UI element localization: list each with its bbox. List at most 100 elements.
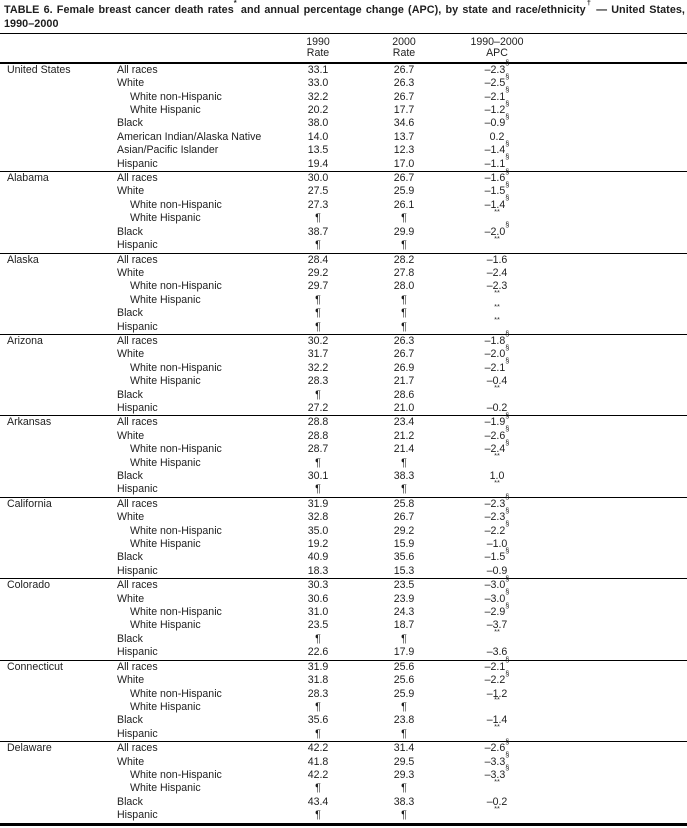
rate-2000-cell: 29.5 — [393, 755, 415, 768]
rate-1990-cell: 38.0 — [307, 117, 329, 130]
state-cell — [0, 796, 110, 809]
table-row: White non-Hispanic 27.3 26.1 –1.4§ — [0, 194, 687, 212]
rate-2000-cell: 24.3 — [393, 606, 415, 619]
apc-cell: –2.3§ — [484, 492, 510, 510]
rate-2000-cell: 21.0 — [393, 401, 415, 414]
state-cell — [0, 633, 110, 646]
rate-2000-cell: 26.7 — [393, 348, 415, 361]
footnote-mark: § — [505, 750, 510, 759]
state-cell — [0, 104, 110, 117]
rate-1990-cell: 23.5 — [307, 619, 329, 632]
state-cell — [0, 646, 110, 660]
filler-cell — [550, 565, 687, 579]
header-spacer — [550, 34, 687, 49]
filler-cell — [550, 280, 687, 293]
table-row: Arkansas All races 28.8 23.4 –1.9§ — [0, 412, 687, 430]
table-row: White non-Hispanic 42.2 29.3 –3.3§ — [0, 764, 687, 782]
filler-cell — [550, 348, 687, 361]
state-section-alabama: Alabama All races 30.0 26.7 –1.6§ White 27.5 25… — [0, 167, 687, 253]
rate-2000-cell: 21.2 — [393, 429, 415, 442]
footnote-mark: § — [505, 763, 510, 773]
rate-1990-cell: ¶ — [315, 632, 321, 645]
state-cell — [0, 239, 110, 253]
filler-cell — [550, 226, 687, 239]
state-cell — [0, 809, 110, 824]
apc-cell: ** — [444, 804, 550, 824]
state-section-colorado: Colorado All races 30.3 23.5 –3.0§ White 30.6 2… — [0, 575, 687, 660]
apc-cell: –1.5§ — [484, 179, 510, 198]
state-cell — [0, 77, 110, 90]
rate-1990-cell: ¶ — [315, 239, 321, 252]
apc-cell: –2.3 — [486, 280, 508, 293]
rate-2000-cell: ¶ — [401, 293, 407, 306]
footnote-mark: ** — [494, 288, 500, 298]
apc-cell: –2.3§ — [484, 58, 510, 76]
state-cell — [0, 483, 110, 497]
filler-cell — [550, 728, 687, 742]
rate-2000-cell: 17.9 — [393, 646, 415, 659]
rate-2000-cell: ¶ — [401, 700, 407, 713]
table-row: White 32.8 26.7 –2.3§ — [0, 506, 687, 524]
rate-2000-cell: ¶ — [401, 456, 407, 469]
apc-cell: –2.0§ — [484, 342, 510, 361]
rate-2000-cell: 23.8 — [393, 714, 415, 727]
rate-2000-cell: 15.9 — [393, 538, 415, 551]
rate-1990-cell: 31.9 — [307, 660, 329, 673]
rate-2000-cell: 23.4 — [393, 416, 415, 429]
table-row: Black ¶ ¶ ** — [0, 302, 687, 320]
footnote-mark: § — [505, 424, 510, 434]
rate-1990-cell: 41.8 — [307, 755, 329, 768]
rate-1990-cell: 31.9 — [307, 497, 329, 510]
race-cell: Hispanic — [117, 727, 158, 740]
footnote-mark: ** — [494, 301, 500, 311]
race-cell: White — [117, 77, 145, 90]
race-cell: White — [117, 674, 145, 687]
footnote-mark: § — [505, 668, 510, 678]
rate-1990-cell: 32.2 — [307, 361, 329, 374]
filler-cell — [550, 538, 687, 551]
filler-cell — [550, 77, 687, 90]
rate-1990-cell: 30.0 — [307, 172, 329, 185]
filler-cell — [550, 443, 687, 456]
dagger-footnote-mark: † — [585, 0, 593, 8]
state-cell — [0, 131, 110, 144]
rate-1990-cell: 40.9 — [307, 551, 329, 564]
filler-cell — [550, 104, 687, 117]
race-cell: White Hispanic — [130, 293, 201, 306]
apc-cell: –2.1§ — [484, 356, 510, 374]
footnote-mark: § — [505, 138, 510, 148]
apc-cell: ** — [444, 723, 550, 742]
table-header: 1990 2000 1990–2000 Rate Rate APC — [0, 33, 687, 63]
filler-cell — [550, 267, 687, 280]
state-cell — [0, 402, 110, 416]
table-row: White Hispanic ¶ ¶ ** — [0, 452, 687, 470]
state-cell — [0, 551, 110, 564]
filler-cell — [550, 497, 687, 511]
table-row: White non-Hispanic 28.3 25.9 –1.2 — [0, 688, 687, 701]
filler-cell — [550, 782, 687, 795]
race-cell: White non-Hispanic — [130, 687, 222, 700]
rate-2000-cell: ¶ — [401, 483, 407, 496]
table-row: White 41.8 29.5 –3.3§ — [0, 751, 687, 769]
footnote-mark: § — [505, 600, 510, 610]
table-row: Arizona All races 30.2 26.3 –1.8§ — [0, 330, 687, 348]
rate-1990-cell: 19.4 — [307, 157, 329, 170]
filler-cell — [550, 185, 687, 198]
state-cell — [0, 674, 110, 687]
rate-1990-cell: 27.5 — [307, 185, 329, 198]
rate-2000-cell: 25.8 — [393, 497, 415, 510]
state-cell — [0, 538, 110, 551]
apc-cell: 0.2 — [489, 130, 505, 143]
rate-2000-cell: 31.4 — [393, 742, 415, 755]
table-row: Black 30.1 38.3 1.0 — [0, 470, 687, 483]
rate-1990-cell: 31.7 — [307, 348, 329, 361]
filler-cell — [550, 457, 687, 470]
apc-cell: –2.6§ — [484, 736, 510, 755]
apc-cell: –1.2 — [486, 687, 508, 700]
apc-cell: –1.1§ — [484, 152, 510, 170]
rate-2000-cell: 18.7 — [393, 619, 415, 632]
rate-2000-cell: ¶ — [401, 320, 407, 333]
rate-2000-cell: 12.3 — [393, 144, 415, 157]
rate-1990-cell: 28.4 — [307, 253, 329, 266]
apc-cell: –2.1§ — [484, 655, 510, 673]
